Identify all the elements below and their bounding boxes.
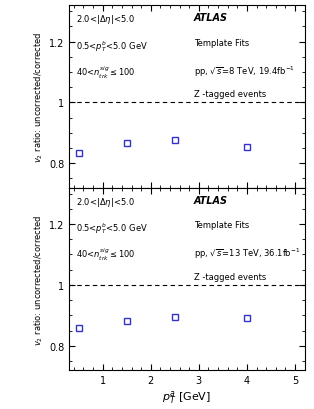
Text: Z -tagged events: Z -tagged events: [194, 272, 266, 281]
Text: Template Fits: Template Fits: [194, 221, 249, 230]
Text: pp, $\sqrt{s}$=13 TeV, 36.1fb$^{-1}$: pp, $\sqrt{s}$=13 TeV, 36.1fb$^{-1}$: [194, 246, 300, 261]
Y-axis label: $v_2$ ratio: uncorrected/corrected: $v_2$ ratio: uncorrected/corrected: [32, 31, 45, 163]
Text: Template Fits: Template Fits: [194, 39, 249, 48]
Text: 2.0<|$\Delta\eta$|<5.0: 2.0<|$\Delta\eta$|<5.0: [76, 196, 135, 209]
Text: 40<$n_{trk}^{sig}$$\leq$100: 40<$n_{trk}^{sig}$$\leq$100: [76, 64, 136, 81]
Text: 0.5<$p_T^b$<5.0 GeV: 0.5<$p_T^b$<5.0 GeV: [76, 39, 148, 54]
Text: ATLAS: ATLAS: [194, 196, 228, 205]
Text: 40<$n_{trk}^{sig}$$\leq$100: 40<$n_{trk}^{sig}$$\leq$100: [76, 246, 136, 263]
Text: ATLAS: ATLAS: [194, 13, 228, 23]
Text: Z -tagged events: Z -tagged events: [194, 90, 266, 99]
Text: 0.5<$p_T^b$<5.0 GeV: 0.5<$p_T^b$<5.0 GeV: [76, 221, 148, 236]
Y-axis label: $v_2$ ratio: uncorrected/corrected: $v_2$ ratio: uncorrected/corrected: [32, 213, 45, 345]
Text: 2.0<|$\Delta\eta$|<5.0: 2.0<|$\Delta\eta$|<5.0: [76, 13, 135, 27]
X-axis label: $p_T^a$ [GeV]: $p_T^a$ [GeV]: [162, 388, 211, 405]
Text: pp, $\sqrt{s}$=8 TeV, 19.4fb$^{-1}$: pp, $\sqrt{s}$=8 TeV, 19.4fb$^{-1}$: [194, 64, 295, 79]
